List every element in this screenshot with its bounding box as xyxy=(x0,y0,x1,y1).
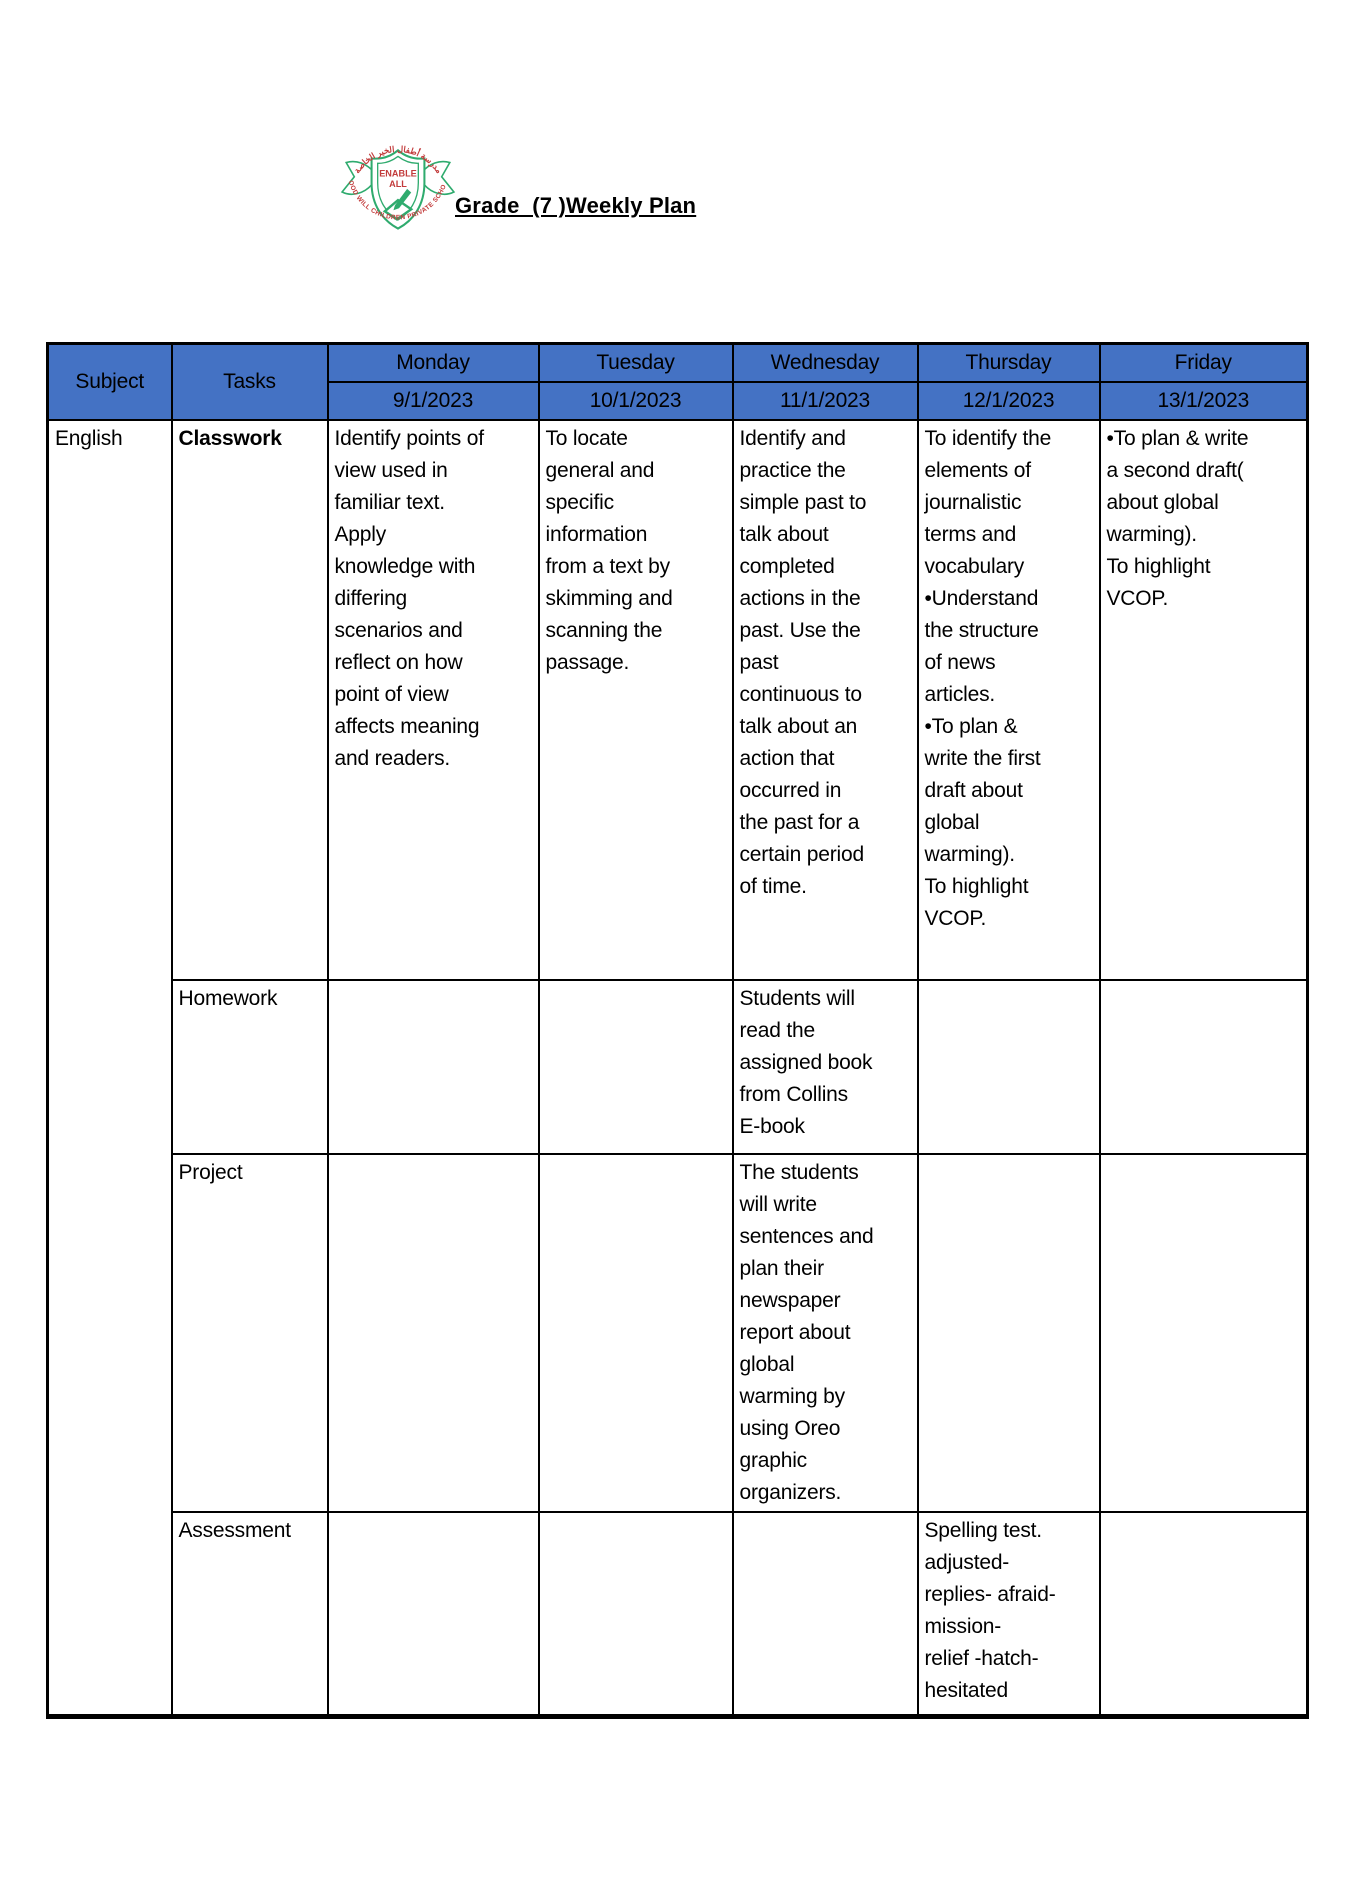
header-date-wednesday: 11/1/2023 xyxy=(731,380,919,421)
cell-classwork-wednesday: Identify and practice the simple past to… xyxy=(731,418,919,981)
header-days-row: Subject Tasks Monday Tuesday Wednesday T… xyxy=(46,342,1309,421)
cell-assessment-wednesday xyxy=(731,1510,919,1718)
logo-pad-icon xyxy=(382,198,414,221)
cell-assessment-friday xyxy=(1098,1510,1309,1718)
cell-assessment-monday xyxy=(326,1510,540,1718)
cell-project-friday xyxy=(1098,1152,1309,1513)
header-date-thursday: 12/1/2023 xyxy=(916,380,1101,421)
header-day-tuesday: Tuesday xyxy=(537,342,734,383)
cell-assessment-tuesday xyxy=(537,1510,734,1718)
cell-classwork-monday: Identify points of view used in familiar… xyxy=(326,418,540,981)
cell-homework-tuesday xyxy=(537,978,734,1155)
cell-classwork-thursday: To identify the elements of journalistic… xyxy=(916,418,1101,981)
header-date-tuesday: 10/1/2023 xyxy=(537,380,734,421)
page-title: Grade (7 )Weekly Plan xyxy=(455,193,697,218)
task-cell-homework: Homework xyxy=(170,978,329,1155)
header-date-monday: 9/1/2023 xyxy=(326,380,540,421)
task-cell-assessment: Assessment xyxy=(170,1510,329,1718)
header-date-friday: 13/1/2023 xyxy=(1098,380,1309,421)
logo-motto-line2: ALL xyxy=(389,179,407,189)
header-day-thursday: Thursday xyxy=(916,342,1101,383)
header-day-friday: Friday xyxy=(1098,342,1309,383)
school-logo: ENABLE ALL مدرسة أطفال الخير الخاصة GOOD… xyxy=(337,130,456,230)
header-tasks: Tasks xyxy=(170,342,329,421)
logo-pen-icon xyxy=(393,188,412,211)
cell-classwork-tuesday: To locate general and specific informati… xyxy=(537,418,734,981)
cell-homework-wednesday: Students will read the assigned book fro… xyxy=(731,978,919,1155)
cell-homework-friday xyxy=(1098,978,1309,1155)
header-day-wednesday: Wednesday xyxy=(731,342,919,383)
task-cell-project: Project xyxy=(170,1152,329,1513)
subject-cell-english: English xyxy=(46,418,173,1718)
logo-wing-left-icon xyxy=(340,160,376,195)
classwork-row: English Classwork Identify points of vie… xyxy=(46,418,1309,1718)
cell-project-tuesday xyxy=(537,1152,734,1513)
header-dates-row: 9/1/2023 10/1/2023 11/1/2023 12/1/2023 1… xyxy=(48,380,1309,421)
cell-project-wednesday: The students will write sentences and pl… xyxy=(731,1152,919,1513)
homework-row: Homework Students will read the assigned… xyxy=(48,978,1309,1155)
logo-wing-right-icon xyxy=(420,160,456,195)
cell-project-monday xyxy=(326,1152,540,1513)
cell-homework-thursday xyxy=(916,978,1101,1155)
weekly-plan-table: Subject Tasks Monday Tuesday Wednesday T… xyxy=(46,342,1309,1719)
logo-motto-line1: ENABLE xyxy=(379,169,417,179)
cell-assessment-thursday: Spelling test. adjusted- replies- afraid… xyxy=(916,1510,1101,1718)
cell-project-thursday xyxy=(916,1152,1101,1513)
task-cell-classwork: Classwork xyxy=(170,418,329,981)
assessment-row: Assessment Spelling test. adjusted- repl… xyxy=(48,1510,1309,1718)
header-subject: Subject xyxy=(46,342,173,421)
cell-homework-monday xyxy=(326,978,540,1155)
cell-classwork-friday: •To plan & write a second draft( about g… xyxy=(1098,418,1309,981)
project-row: Project The students will write sentence… xyxy=(48,1152,1309,1513)
header-day-monday: Monday xyxy=(326,342,540,383)
